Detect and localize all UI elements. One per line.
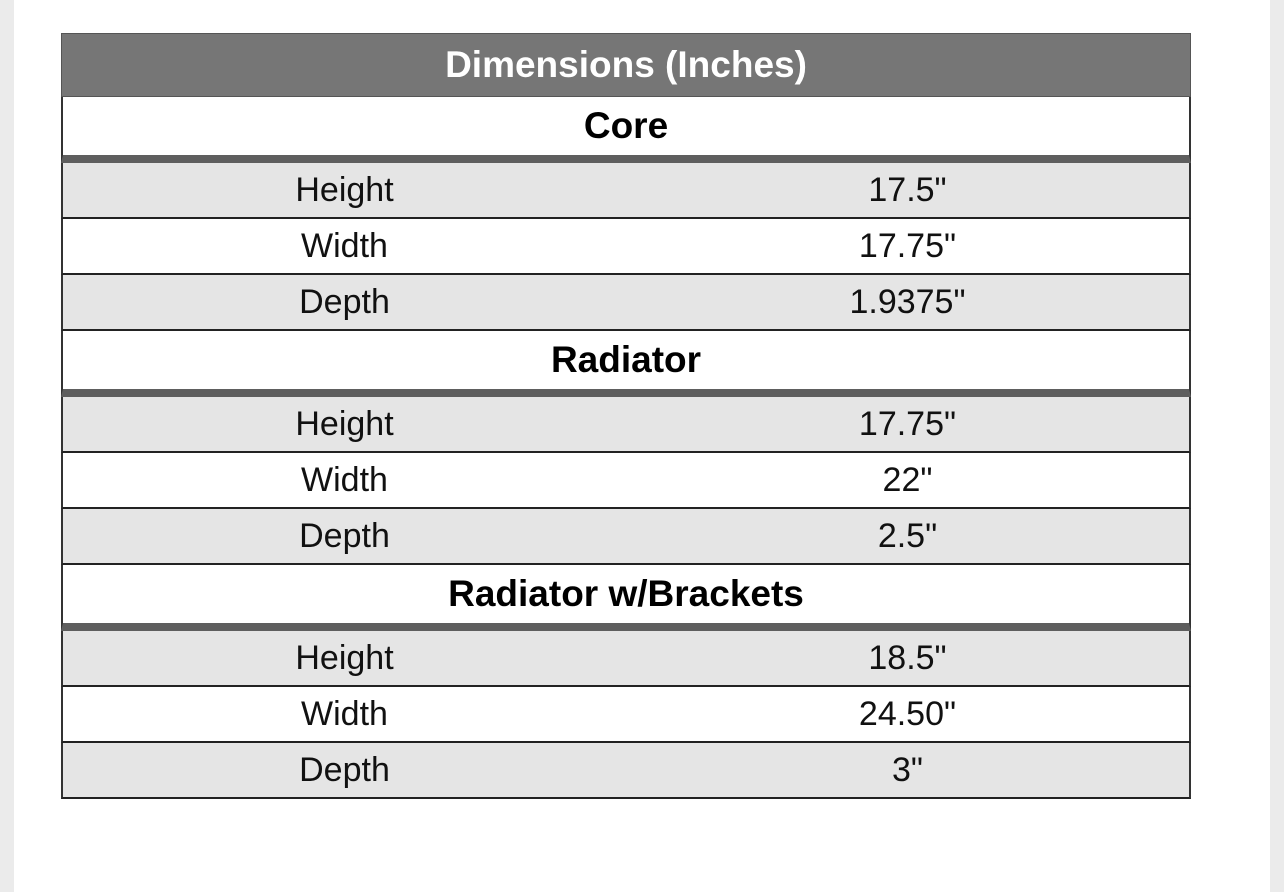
table-row: Height 17.75" (61, 397, 1191, 453)
dimension-label: Width (301, 226, 388, 265)
dimension-value: 1.9375" (849, 282, 966, 321)
table-row: Depth 3" (61, 743, 1191, 799)
table-row: Width 17.75" (61, 219, 1191, 275)
dimension-value: 22" (882, 460, 933, 499)
section-title: Radiator w/Brackets (61, 565, 1191, 631)
section-title: Core (61, 97, 1191, 163)
page: Dimensions (Inches) Core Height 17.5" Width… (14, 0, 1270, 892)
dimension-label: Depth (299, 282, 390, 321)
dimension-label: Width (301, 460, 388, 499)
table-title: Dimensions (Inches) (61, 33, 1191, 97)
dimensions-table: Dimensions (Inches) Core Height 17.5" Width… (61, 33, 1191, 799)
dimension-label: Height (295, 170, 394, 209)
section-title: Radiator (61, 331, 1191, 397)
dimension-value: 2.5" (877, 516, 938, 555)
dimension-value: 24.50" (858, 694, 957, 733)
dimension-label: Depth (299, 516, 390, 555)
dimension-label: Depth (299, 750, 390, 789)
table-row: Width 24.50" (61, 687, 1191, 743)
table-row: Width 22" (61, 453, 1191, 509)
dimension-label: Width (301, 694, 388, 733)
dimension-value: 3" (892, 750, 923, 789)
table-row: Depth 2.5" (61, 509, 1191, 565)
table-row: Depth 1.9375" (61, 275, 1191, 331)
dimension-value: 17.5" (868, 170, 947, 209)
dimension-value: 18.5" (868, 638, 947, 677)
dimension-value: 17.75" (858, 226, 957, 265)
dimension-label: Height (295, 638, 394, 677)
dimension-value: 17.75" (858, 404, 957, 443)
dimension-label: Height (295, 404, 394, 443)
table-row: Height 18.5" (61, 631, 1191, 687)
table-row: Height 17.5" (61, 163, 1191, 219)
